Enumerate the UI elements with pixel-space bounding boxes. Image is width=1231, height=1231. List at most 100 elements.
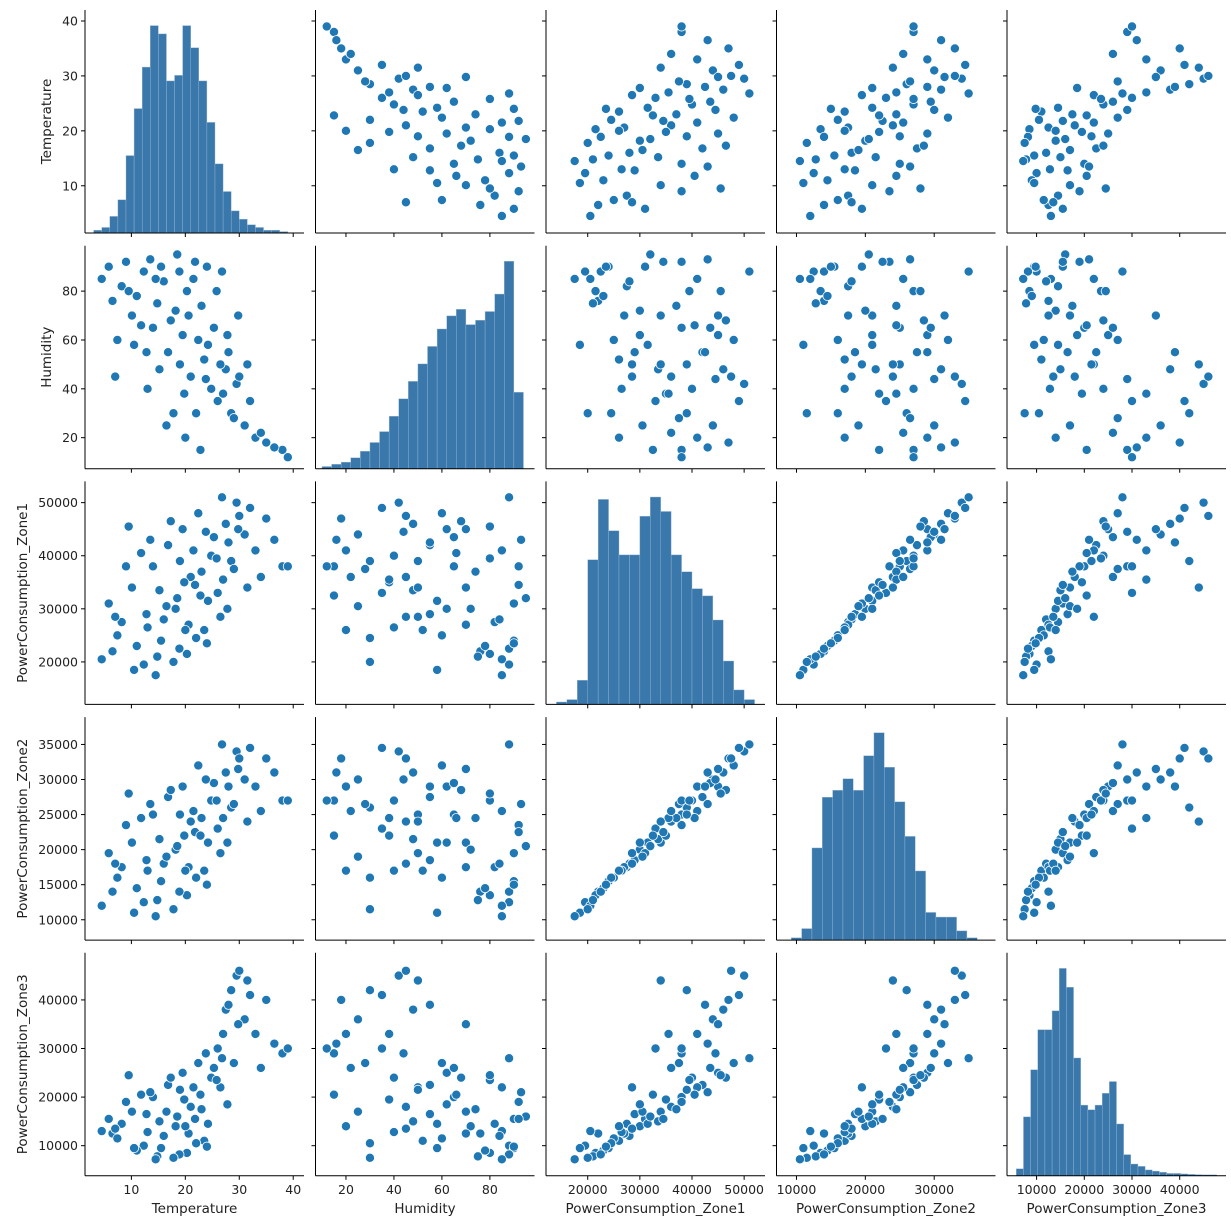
- scatter-point: [242, 582, 253, 593]
- hist-bar: [723, 660, 734, 705]
- scatter-point: [470, 566, 481, 577]
- scatter-point: [147, 809, 158, 820]
- scatter-point: [655, 62, 666, 73]
- hist-bar: [1094, 1104, 1103, 1177]
- scatter-point: [228, 413, 239, 424]
- scatter-point: [1076, 388, 1087, 399]
- scatter-point: [484, 788, 495, 799]
- scatter-point: [174, 1084, 185, 1095]
- scatter-point: [608, 195, 619, 206]
- scatter-point: [1112, 564, 1123, 575]
- scatter-point: [436, 1058, 447, 1069]
- scatter-point: [472, 1151, 483, 1162]
- scatter-point: [1203, 753, 1214, 764]
- hist-bar: [436, 328, 447, 469]
- hist-bar: [946, 916, 957, 941]
- histogram-panel-Humidity: [311, 245, 535, 473]
- scatter-point: [960, 502, 971, 513]
- scatter-point: [233, 310, 244, 321]
- scatter-point: [190, 1113, 201, 1124]
- scatter-point: [733, 990, 744, 1001]
- scatter-point: [177, 1067, 188, 1078]
- scatter-point: [228, 1058, 239, 1069]
- scatter-point: [608, 334, 619, 345]
- scatter-point: [1107, 532, 1118, 543]
- scatter-point: [603, 150, 614, 161]
- scatter-point: [161, 420, 172, 431]
- scatter-point: [874, 110, 885, 121]
- scatter-point: [398, 774, 409, 785]
- scatter-point: [739, 378, 750, 389]
- scatter-point: [707, 420, 718, 431]
- hist-bar: [350, 457, 361, 469]
- scatter-point: [1193, 359, 1204, 370]
- scatter-point: [666, 806, 677, 817]
- scatter-point: [808, 168, 819, 179]
- hist-bar: [109, 216, 119, 234]
- scatter-point: [877, 256, 888, 267]
- scatter-point: [496, 545, 507, 556]
- y-tick-label: 20: [62, 430, 78, 445]
- scatter-point: [282, 795, 293, 806]
- scatter-point: [856, 90, 867, 101]
- scatter-point: [580, 168, 591, 179]
- scatter-point: [321, 21, 332, 32]
- scatter-point: [460, 180, 471, 191]
- scatter-point: [360, 1058, 371, 1069]
- scatter-point: [1030, 879, 1041, 890]
- scatter-point: [645, 841, 656, 852]
- scatter-panel-PowerConsumption_Zone2-vs-PowerConsumption_Zone1: [542, 717, 765, 945]
- hist-bar: [1087, 1109, 1096, 1176]
- scatter-point: [400, 753, 411, 764]
- scatter-point: [925, 322, 936, 333]
- scatter-point: [201, 638, 212, 649]
- scatter-point: [436, 195, 447, 206]
- scatter-point: [822, 175, 833, 186]
- scatter-point: [891, 1028, 902, 1039]
- scatter-point: [282, 452, 293, 463]
- scatter-point: [1141, 545, 1152, 556]
- scatter-point: [647, 1089, 658, 1100]
- scatter-point: [484, 183, 495, 194]
- scatter-point: [819, 131, 830, 142]
- scatter-point: [1057, 115, 1068, 126]
- scatter-point: [441, 1067, 452, 1078]
- scatter-panel-Temperature-vs-PowerConsumption_Zone2: [772, 10, 996, 237]
- scatter-point: [1155, 774, 1166, 785]
- scatter-point: [412, 848, 423, 859]
- scatter-point: [1029, 150, 1040, 161]
- scatter-point: [942, 1058, 953, 1069]
- scatter-point: [261, 513, 272, 524]
- scatter-point: [1141, 388, 1152, 399]
- scatter-point: [364, 633, 375, 644]
- scatter-point: [810, 651, 821, 662]
- scatter-point: [1174, 513, 1185, 524]
- x-tick-label: 40000: [672, 1182, 712, 1197]
- scatter-point: [915, 183, 926, 194]
- scatter-point: [472, 651, 483, 662]
- scatter-point: [156, 876, 167, 887]
- scatter-point: [191, 408, 202, 419]
- hist-bar: [842, 778, 854, 941]
- scatter-point: [846, 276, 857, 287]
- scatter-point: [188, 273, 199, 284]
- scatter-point: [744, 88, 755, 99]
- scatter-point: [201, 261, 212, 272]
- scatter-point: [480, 883, 491, 894]
- scatter-point: [1021, 298, 1032, 309]
- scatter-point: [103, 598, 114, 609]
- scatter-point: [1033, 114, 1044, 125]
- scatter-point: [805, 273, 816, 284]
- scatter-point: [867, 1099, 878, 1110]
- scatter-point: [384, 1094, 395, 1105]
- scatter-point: [448, 96, 459, 107]
- scatter-point: [891, 109, 902, 120]
- scatter-point: [949, 510, 960, 521]
- hist-bar: [1044, 1029, 1053, 1177]
- scatter-point: [739, 970, 750, 981]
- scatter-point: [1098, 383, 1109, 394]
- scatter-point: [1127, 92, 1138, 103]
- scatter-point: [894, 1084, 905, 1095]
- scatter-point: [720, 140, 731, 151]
- scatter-point: [1072, 603, 1083, 614]
